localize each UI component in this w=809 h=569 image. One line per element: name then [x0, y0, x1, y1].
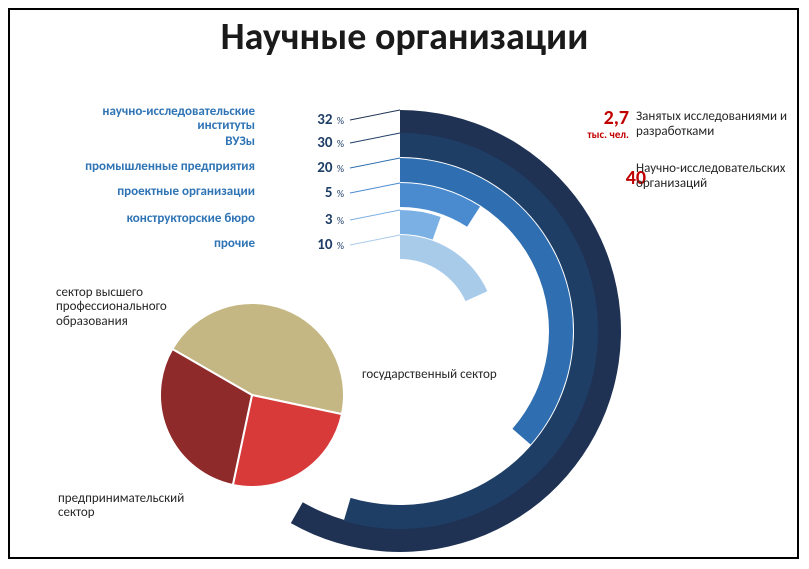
radial-bar	[400, 235, 487, 301]
chart-svg	[0, 0, 809, 569]
